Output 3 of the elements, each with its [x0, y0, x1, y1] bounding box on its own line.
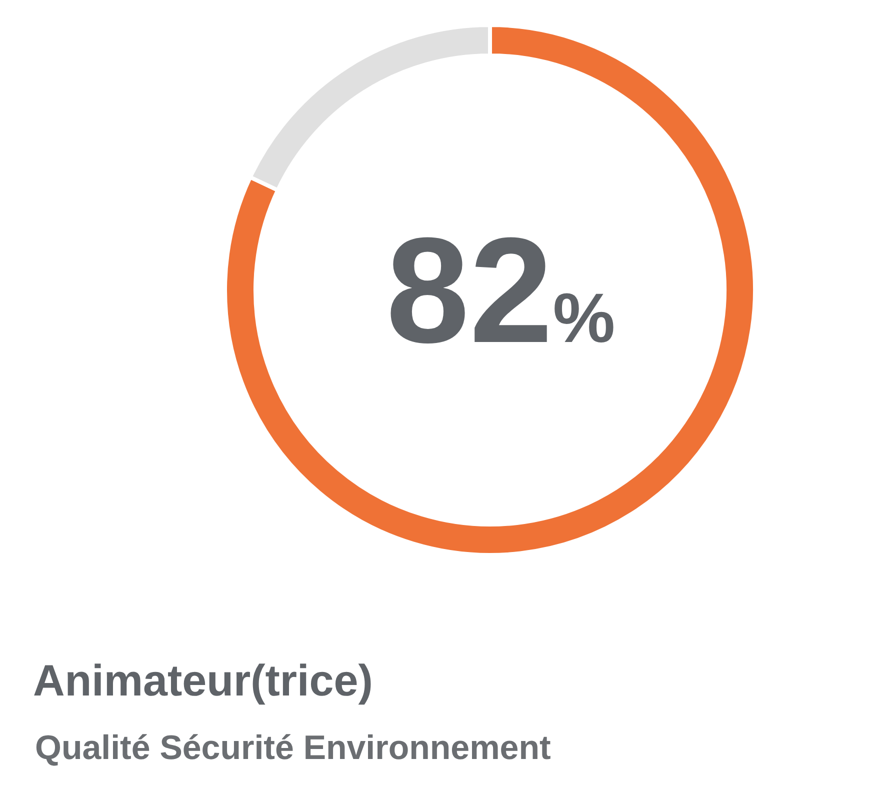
data-label: 82% [386, 206, 616, 374]
text: Animateur(trice) [33, 656, 373, 706]
text: Qualité Sécurité Environnement [35, 729, 551, 767]
